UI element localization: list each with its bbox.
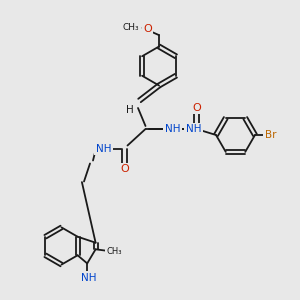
Text: O: O — [143, 24, 152, 34]
Text: Br: Br — [265, 130, 276, 140]
Text: NH: NH — [96, 143, 111, 154]
Text: CH₃: CH₃ — [106, 247, 122, 256]
Text: O: O — [192, 103, 201, 113]
Text: O: O — [120, 164, 129, 175]
Text: CH₃: CH₃ — [122, 22, 139, 32]
Text: H: H — [126, 105, 134, 116]
Text: NH: NH — [186, 124, 201, 134]
Text: NH: NH — [165, 124, 180, 134]
Text: NH: NH — [81, 273, 97, 283]
